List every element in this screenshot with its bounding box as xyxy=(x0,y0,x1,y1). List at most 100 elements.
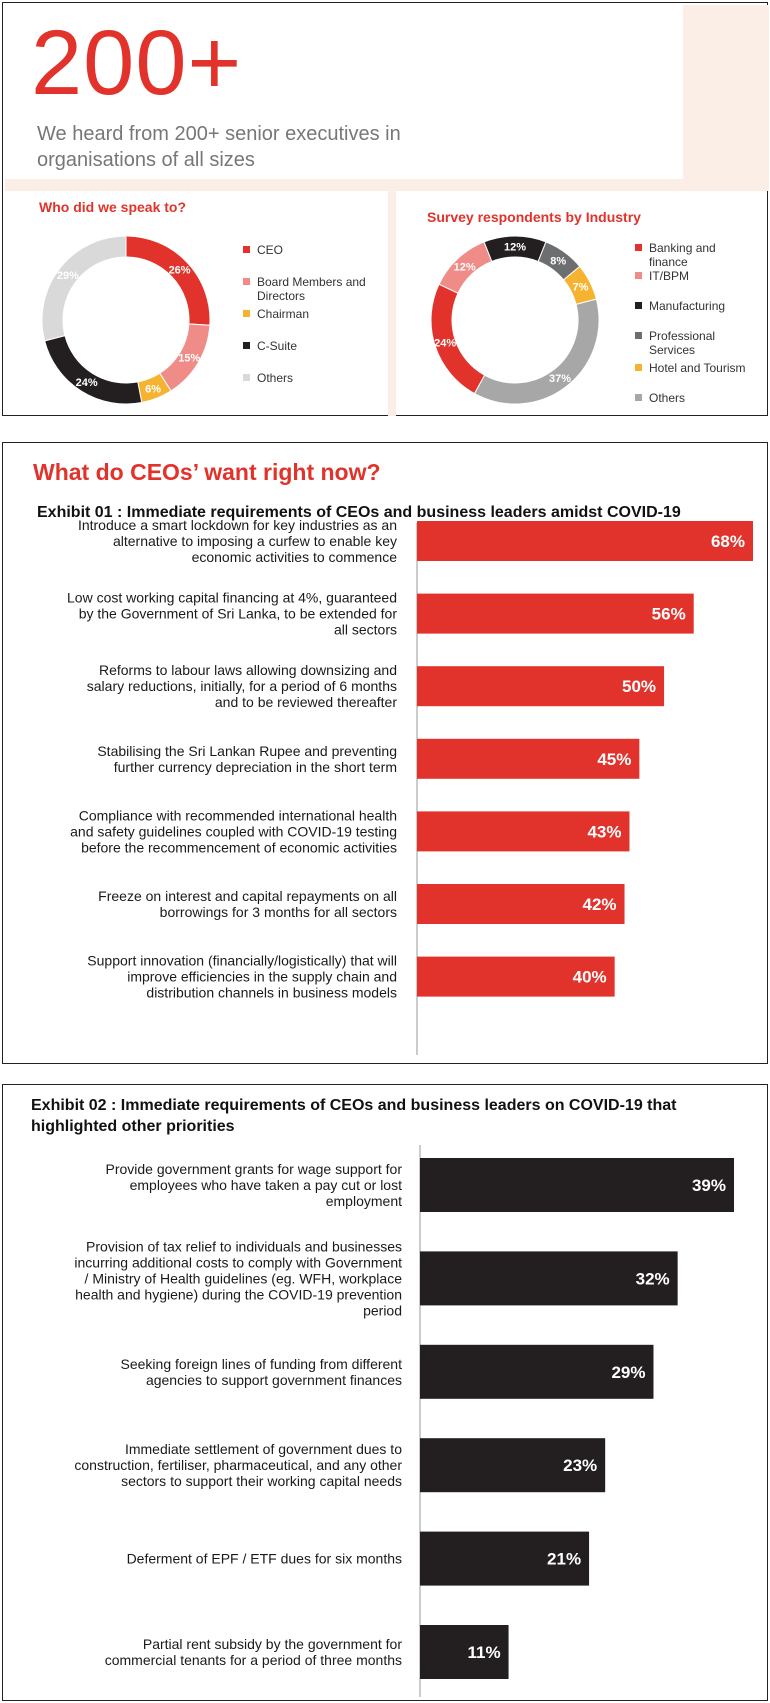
legend-label: Professional xyxy=(649,329,716,343)
bar-value-label: 40% xyxy=(573,968,607,987)
exhibit-01-panel: What do CEOs’ want right now? Exhibit 01… xyxy=(2,442,768,1064)
legend-label: Others xyxy=(257,371,294,385)
donut-slice-label: 12% xyxy=(504,242,526,254)
category-label: incurring additional costs to comply wit… xyxy=(74,1254,402,1270)
legend-item: Hotel and Tourism xyxy=(635,361,746,375)
legend-item: Manufacturing xyxy=(635,299,725,313)
category-label: Seeking foreign lines of funding from di… xyxy=(121,1356,403,1372)
bar-value-label: 11% xyxy=(467,1643,500,1662)
legend-label: Chairman xyxy=(257,307,310,321)
decor-band xyxy=(683,5,769,179)
category-label: commercial tenants for a period of three… xyxy=(105,1652,402,1668)
category-label: Compliance with recommended internationa… xyxy=(79,807,397,823)
category-label: all sectors xyxy=(334,622,397,638)
legend-label: Hotel and Tourism xyxy=(649,361,746,375)
category-label: improve efficiencies in the supply chain… xyxy=(127,969,397,985)
category-label: Low cost working capital financing at 4%… xyxy=(67,590,397,606)
category-label: health and hygiene) during the COVID-19 … xyxy=(75,1286,402,1302)
category-label: period xyxy=(363,1302,402,1318)
bar xyxy=(420,1251,678,1306)
legend-item: Chairman xyxy=(243,307,309,321)
legend-label: Others xyxy=(649,391,686,405)
exhibit-01-bar-chart: 68% Introduce a smart lockdown for key in… xyxy=(67,519,753,1055)
donut-slice-label: 15% xyxy=(178,352,200,364)
legend-item: C-Suite xyxy=(243,339,297,353)
legend-swatch xyxy=(243,246,250,253)
category-label: borrowings for 3 months for all sectors xyxy=(160,904,397,920)
legend-item: Banking and finance xyxy=(635,241,716,269)
category-label: by the Government of Sri Lanka, to be ex… xyxy=(79,606,398,622)
bar xyxy=(417,884,625,924)
bar-value-label: 68% xyxy=(711,532,745,551)
category-label: Freeze on interest and capital repayment… xyxy=(98,888,397,904)
donut-slice-label: 24% xyxy=(434,338,456,350)
legend-label: IT/BPM xyxy=(649,269,690,283)
legend-swatch xyxy=(635,302,642,309)
legend-label: C-Suite xyxy=(257,339,298,353)
category-label: before the recommencement of economic ac… xyxy=(81,839,397,855)
category-label: employment xyxy=(326,1193,402,1209)
donut2-legend: Banking and finance IT/BPM Manufacturing Pro… xyxy=(635,241,767,417)
legend-label: Manufacturing xyxy=(649,299,726,313)
category-label: Partial rent subsidy by the government f… xyxy=(143,1636,402,1652)
exhibit-01-title: Exhibit 01 : Immediate requirements of C… xyxy=(37,504,681,521)
category-label: and to be reviewed thereafter xyxy=(215,694,397,710)
bar xyxy=(417,666,665,707)
donut-slice-others xyxy=(473,298,600,405)
bar-value-label: 29% xyxy=(611,1363,645,1382)
legend-label: Board Members and xyxy=(257,275,366,289)
category-label: Stabilising the Sri Lankan Rupee and pre… xyxy=(97,743,397,759)
legend-swatch xyxy=(635,244,642,251)
decor-divider-vertical xyxy=(388,191,396,416)
category-label: / Ministry of Health guidelines (eg. WFH… xyxy=(85,1270,403,1286)
category-label: and safety guidelines coupled with COVID… xyxy=(70,823,397,839)
legend-label: Directors xyxy=(257,289,306,303)
bar-value-label: 39% xyxy=(692,1176,726,1195)
legend-swatch xyxy=(243,310,250,317)
donut-chart-industry: 24% 12% 12% 8% 7% 37% xyxy=(430,235,600,405)
category-label: distribution channels in business models xyxy=(146,985,397,1001)
bar xyxy=(417,738,640,779)
donut-slice-label: 12% xyxy=(454,261,476,273)
legend-swatch xyxy=(635,332,642,339)
bar xyxy=(420,1158,734,1212)
exhibit-02-panel: Exhibit 02 : Immediate requirements of C… xyxy=(2,1084,768,1701)
bar-value-label: 21% xyxy=(547,1550,581,1569)
exhibit-02-bar-chart: 39% Provide government grants for wage su… xyxy=(74,1145,734,1697)
bar xyxy=(417,521,753,561)
donut-slice-c-suite xyxy=(44,335,143,405)
section-title: What do CEOs’ want right now? xyxy=(33,459,381,485)
bar xyxy=(417,956,615,997)
category-label: Support innovation (financially/logistic… xyxy=(87,953,397,969)
legend-swatch xyxy=(635,394,642,401)
legend-label: CEO xyxy=(257,243,284,257)
donut-slice-label: 8% xyxy=(550,256,566,268)
legend-item: Board Members and Directors xyxy=(243,275,366,303)
donut-slice-label: 6% xyxy=(145,383,161,395)
bar-value-label: 32% xyxy=(636,1269,670,1288)
category-label: further currency depreciation in the sho… xyxy=(114,759,397,775)
category-label: employees who have taken a pay cut or lo… xyxy=(130,1177,402,1193)
bar-value-label: 42% xyxy=(582,895,616,914)
donut-slice-label: 7% xyxy=(573,282,589,294)
category-label: Introduce a smart lockdown for key indus… xyxy=(78,519,397,533)
legend-item: Professional Services xyxy=(635,329,715,357)
legend-label: finance xyxy=(649,255,688,269)
legend-item: IT/BPM xyxy=(635,269,689,283)
category-label: economic activities to commence xyxy=(192,549,398,565)
donut-slice-label: 24% xyxy=(76,377,98,389)
donut-slice-others xyxy=(41,235,127,342)
donut-chart-respondents: 26% 15% 6% 24% 29% xyxy=(41,235,211,405)
category-label: salary reductions, initially, for a peri… xyxy=(87,678,397,694)
donut2-title: Survey respondents by Industry xyxy=(427,209,641,225)
bar xyxy=(420,1438,606,1493)
donut-slice-label: 29% xyxy=(57,270,79,282)
survey-overview-panel: 200+ We heard from 200+ senior executive… xyxy=(2,2,769,417)
donut1-title: Who did we speak to? xyxy=(39,199,187,215)
bar-value-label: 43% xyxy=(587,822,621,841)
legend-label: Banking and xyxy=(649,241,716,255)
bar xyxy=(417,811,630,852)
category-label: Immediate settlement of government dues … xyxy=(125,1441,402,1457)
category-label: Provide government grants for wage suppo… xyxy=(106,1161,403,1177)
bar xyxy=(417,593,694,634)
